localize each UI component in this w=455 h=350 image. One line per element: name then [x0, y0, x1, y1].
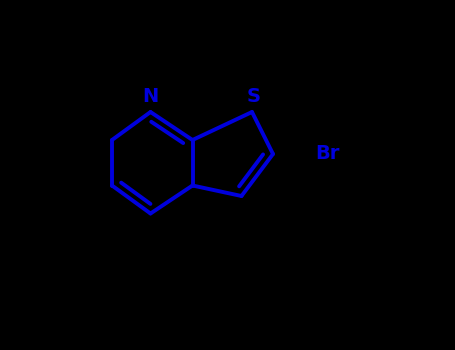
Text: N: N — [142, 87, 159, 106]
Text: S: S — [247, 87, 261, 106]
Text: Br: Br — [315, 145, 339, 163]
